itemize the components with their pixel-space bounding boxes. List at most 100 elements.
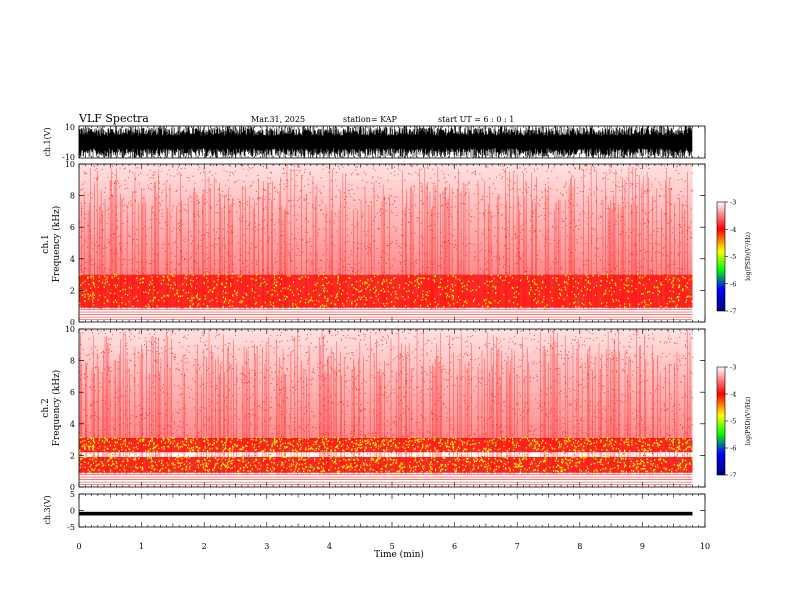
y-tick-label: 4	[70, 255, 75, 264]
band-fill	[79, 456, 693, 473]
noise-layer	[79, 227, 693, 236]
intense-band	[78, 436, 693, 453]
noise-layer	[79, 415, 693, 424]
colorbar-label: log(PSD)(V²/Hz)	[745, 232, 752, 281]
colorbar-tick-label: -3	[730, 364, 736, 372]
x-axis-label: Time (min)	[374, 549, 424, 560]
ch3-plot-area	[79, 494, 705, 527]
ch1-ylabel: ch.1(V)	[43, 127, 52, 156]
y-tick-label: 6	[70, 223, 75, 232]
station-label: station= KAP	[343, 115, 398, 124]
y-tick-label: 2	[70, 286, 75, 295]
noise-layer	[79, 408, 693, 416]
noise-layer	[79, 250, 693, 259]
ch2-spec-ylabel: Frequency (kHz)	[51, 370, 62, 447]
noise-layer	[79, 179, 693, 188]
x-tick-label: 4	[327, 542, 332, 551]
x-tick-label: 10	[700, 542, 710, 551]
ch2-colorbar: -3 -4 -5 -6 -7 log(PSD)(V²/Hz)	[716, 364, 752, 480]
noise-layer	[79, 352, 693, 361]
noise-layer	[79, 235, 693, 243]
ch2-spectrogram-panel: 0 2 4 6 8 10	[65, 325, 706, 492]
x-tick-label: 6	[452, 542, 457, 551]
x-tick-label: 1	[139, 542, 144, 551]
noise-layer	[79, 376, 693, 385]
band-green	[78, 436, 692, 453]
noise-layer	[79, 171, 693, 180]
noise-layer	[79, 360, 693, 369]
noise-layer	[79, 384, 693, 393]
y-tick-label: -10	[62, 153, 75, 162]
ch1-spec-label-top: ch.1	[41, 234, 51, 253]
y-tick-label: 0	[70, 483, 75, 492]
y-tick-label: 8	[70, 357, 75, 366]
y-tick-label: 0	[70, 318, 75, 327]
ch1-waveform-panel: 10 -10	[62, 123, 706, 162]
noise-layer	[79, 203, 693, 212]
x-tick-label: 3	[264, 542, 269, 551]
colorbar-tick-label: -4	[730, 391, 736, 399]
noise-layer	[79, 400, 693, 408]
band-yellow	[79, 436, 693, 453]
colorbar-tick-label: -6	[730, 280, 736, 288]
noise-layer	[79, 423, 693, 432]
x-tick-label: 9	[640, 542, 645, 551]
x-tick-label: 2	[202, 542, 207, 551]
colorbar-gradient	[716, 201, 726, 312]
y-tick-label: 10	[65, 123, 75, 132]
x-tick-label: 7	[515, 542, 520, 551]
colorbar-tick-label: -7	[730, 308, 736, 316]
x-tick-label: 0	[76, 542, 81, 551]
noise-layer	[79, 329, 693, 337]
colorbar-gradient	[716, 366, 726, 476]
noise-layer	[79, 258, 693, 267]
ch1-spec-ylabel: Frequency (kHz)	[51, 206, 62, 283]
colorbar-tick-label: -4	[730, 226, 736, 234]
band-green	[80, 455, 691, 473]
y-tick-label: 10	[65, 160, 75, 169]
spectrogram-noise	[79, 163, 694, 310]
y-tick-label: -5	[67, 523, 75, 532]
band-yellow	[78, 455, 693, 473]
noise-streaks	[81, 164, 688, 310]
start-time-label: start UT = 6 : 0 : 1	[438, 115, 514, 124]
noise-layer	[79, 243, 693, 251]
noise-layer	[79, 368, 693, 377]
y-tick-label: 8	[70, 192, 75, 201]
intense-band	[78, 455, 693, 473]
x-tick-label: 5	[389, 542, 394, 551]
intense-band	[78, 273, 693, 308]
noise-layer	[79, 266, 693, 275]
y-tick-label: 4	[70, 420, 75, 429]
colorbar-tick-label: -5	[730, 253, 736, 261]
ch3-waveform-panel: 5 0 -5 0 1 2 3 4 5 6 7 8 9 10	[67, 490, 710, 551]
y-tick-label: 2	[70, 451, 75, 460]
x-tick-label: 8	[577, 542, 582, 551]
figure-title: VLF Spectra	[78, 112, 149, 125]
noise-layer	[79, 344, 693, 353]
noise-layer	[79, 164, 693, 172]
noise-layer	[79, 187, 693, 196]
y-tick-label: 5	[70, 490, 75, 499]
noise-layer	[79, 336, 693, 345]
colorbar-tick-label: -6	[730, 445, 736, 453]
noise-layer	[79, 219, 693, 228]
ch3-waveform-trace	[79, 511, 693, 516]
y-tick-label: 0	[70, 507, 75, 516]
ch2-spec-label-top: ch.2	[41, 398, 51, 417]
noise-layer	[79, 392, 693, 401]
ch1-colorbar: -3 -4 -5 -6 -7 log(PSD)(V²/Hz)	[716, 199, 752, 316]
ch1-spectrogram-panel: 0 2 4 6 8 10	[65, 160, 706, 327]
colorbar-tick-label: -5	[730, 418, 736, 426]
colorbar-label: log(PSD)(V²/Hz)	[745, 397, 752, 446]
spectrogram-noise	[78, 328, 694, 475]
noise-layer	[79, 431, 693, 440]
noise-layer	[79, 211, 693, 220]
noise-layer	[79, 195, 693, 204]
y-tick-label: 6	[70, 388, 75, 397]
y-tick-label: 10	[65, 325, 75, 334]
date-label: Mar.31, 2025	[251, 115, 305, 124]
colorbar-tick-label: -7	[730, 472, 736, 480]
ch3-ylabel: ch.3(V)	[43, 495, 52, 524]
